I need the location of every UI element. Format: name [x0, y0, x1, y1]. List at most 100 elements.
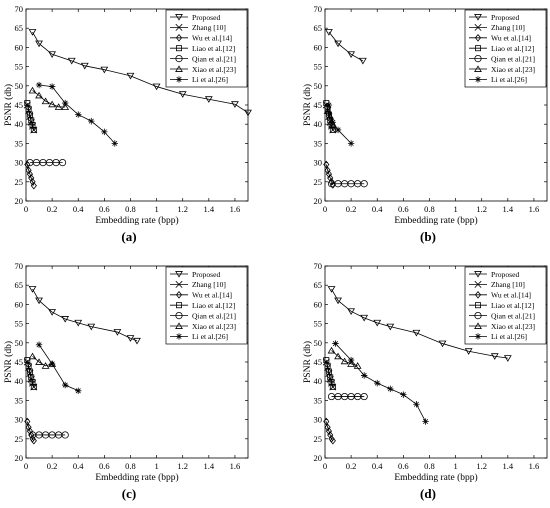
data-point: [334, 352, 342, 360]
x-tick-label: 1: [453, 461, 457, 471]
series: [325, 29, 367, 65]
y-tick-label: 25: [314, 434, 323, 444]
chart-panel: 0 0.2 0.4 0.6 0.8 1 1.2 1.4 1.6 20 25 30 35 40 45 50 55 6…: [302, 261, 548, 501]
data-point: [113, 329, 122, 336]
data-point: [88, 117, 95, 125]
x-tick-label: 0: [24, 204, 28, 214]
series: [24, 160, 37, 190]
legend-label: Qian et al.[21]: [192, 311, 236, 320]
x-tick-label: 1.4: [503, 461, 514, 471]
legend-label: Liao et al.[12]: [192, 301, 235, 310]
x-tick-label: 0.4: [372, 461, 383, 471]
data-point: [360, 372, 368, 379]
data-point: [61, 316, 70, 323]
data-point: [347, 51, 356, 58]
legend-marker: [175, 271, 183, 278]
y-tick-label: 50: [15, 338, 24, 348]
data-point: [360, 314, 369, 322]
legend-label: Wu et al.[14]: [491, 291, 531, 300]
series: [35, 341, 82, 394]
series-line: [32, 90, 66, 108]
data-point: [324, 166, 331, 175]
legend-label: Qian et al.[21]: [491, 311, 535, 320]
legend-label: Qian et al.[21]: [192, 54, 236, 63]
y-tick-label: 45: [314, 100, 323, 110]
data-point: [48, 51, 57, 58]
y-tick-label: 30: [314, 415, 323, 425]
chart-panel: 0 0.2 0.4 0.6 0.8 1 1.2 1.4 1.6 20 25 30 35 40 45 50 55 6…: [3, 4, 252, 244]
legend-label: Wu et al.[14]: [192, 291, 232, 300]
y-tick-label: 65: [314, 280, 323, 290]
data-point: [413, 401, 420, 408]
legend-marker: [175, 280, 183, 288]
x-tick-label: 1.2: [476, 204, 487, 214]
x-tick-label: 0.8: [125, 461, 136, 471]
x-tick-label: 0.8: [125, 204, 136, 214]
y-tick-label: 25: [15, 434, 24, 444]
legend-marker: [175, 33, 183, 42]
legend-label: Qian et al.[21]: [491, 54, 535, 63]
data-point: [35, 297, 43, 305]
x-tick-label: 0: [323, 204, 327, 214]
y-tick-label: 55: [15, 62, 24, 72]
data-point: [323, 357, 330, 364]
data-point: [75, 111, 82, 118]
y-axis-label: PSNR (db): [3, 341, 14, 383]
data-point: [35, 91, 43, 99]
legend-marker: [175, 23, 183, 31]
x-axis-label: Embedding rate (bpp): [394, 472, 477, 483]
data-point: [327, 286, 336, 293]
data-point: [35, 358, 43, 365]
data-point: [25, 105, 32, 112]
legend-label: Proposed: [491, 270, 519, 279]
data-point: [438, 340, 447, 348]
x-tick-label: 0.6: [398, 204, 409, 214]
data-point: [325, 370, 333, 378]
legend-marker: [176, 45, 182, 52]
x-tick-label: 1.4: [503, 204, 514, 214]
data-point: [400, 391, 407, 398]
legend-label: Proposed: [192, 13, 220, 22]
data-point: [35, 81, 43, 89]
series: [24, 100, 37, 133]
series: [327, 286, 512, 362]
data-point: [23, 101, 31, 109]
legend-marker: [474, 23, 482, 31]
data-point: [347, 360, 356, 367]
legend-marker: [175, 290, 183, 299]
legend-marker: [175, 76, 183, 83]
data-point: [231, 101, 239, 108]
legend-label: Zhang [10]: [491, 23, 525, 32]
y-tick-label: 45: [15, 357, 24, 367]
legend-marker: [474, 33, 482, 42]
y-tick-label: 70: [314, 261, 323, 271]
x-tick-label: 0.8: [424, 204, 435, 214]
series: [325, 101, 355, 147]
data-point: [347, 308, 356, 315]
legend-label: Xiao et al.[23]: [491, 322, 535, 331]
y-tick-label: 20: [15, 453, 24, 463]
data-point: [24, 100, 31, 107]
series-line: [38, 344, 79, 392]
x-tick-label: 1: [453, 204, 457, 214]
series: [24, 357, 37, 390]
data-point: [30, 383, 37, 390]
legend-label: Liao et al.[12]: [491, 44, 534, 53]
data-point: [67, 57, 76, 65]
series: [35, 81, 118, 147]
data-point: [25, 107, 33, 115]
data-point: [490, 353, 499, 360]
x-tick-label: 1.6: [230, 461, 241, 471]
data-point: [386, 323, 395, 331]
data-point: [126, 335, 135, 342]
y-tick-label: 65: [15, 280, 24, 290]
y-tick-label: 60: [15, 42, 24, 52]
legend-marker: [474, 54, 482, 63]
x-tick-label: 0.4: [372, 204, 383, 214]
data-point: [28, 286, 37, 293]
legend-label: Li et al.[26]: [192, 75, 228, 84]
series: [28, 29, 252, 117]
data-point: [23, 358, 31, 366]
panel-label: (c): [122, 486, 136, 501]
